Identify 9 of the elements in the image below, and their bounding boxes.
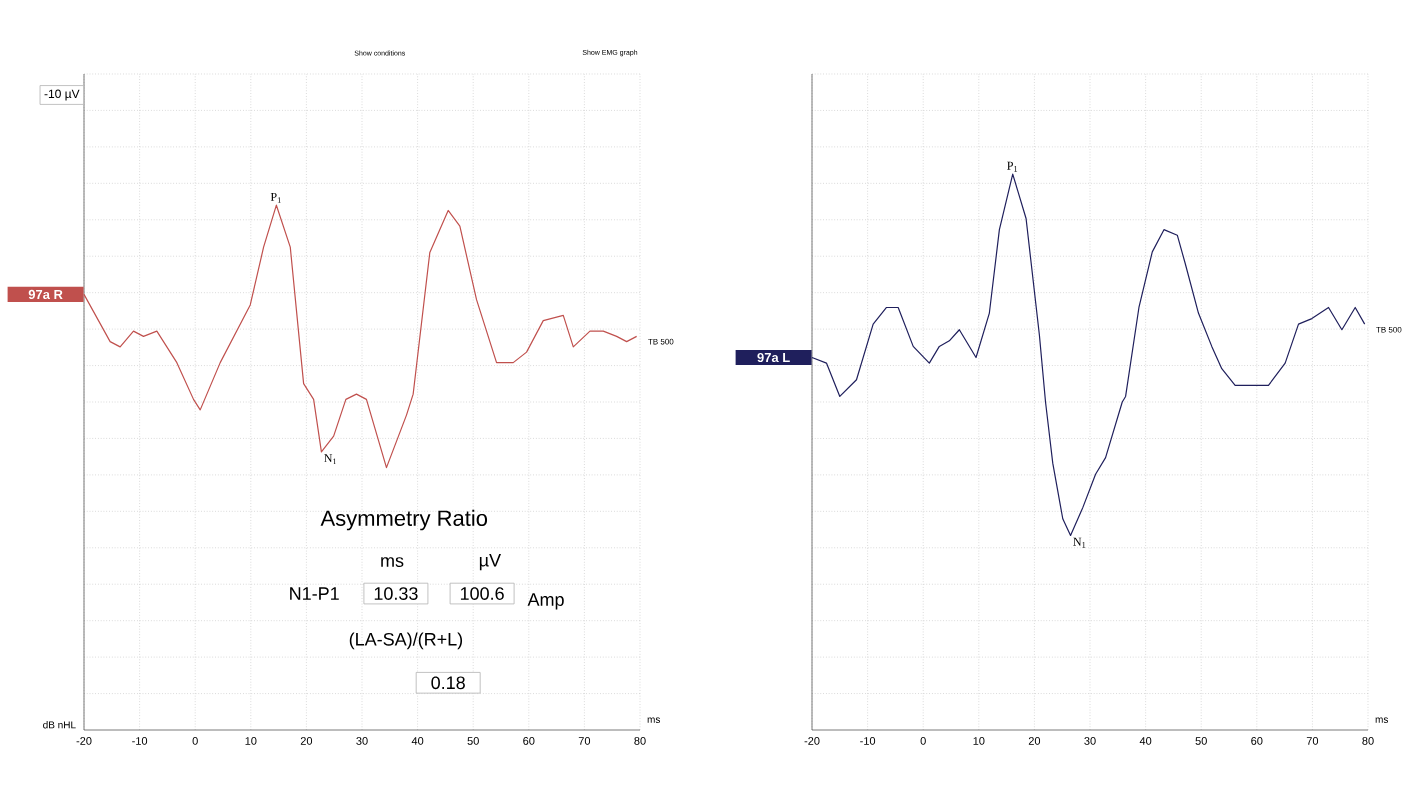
annotation: 0.18 <box>431 676 465 690</box>
annotation: N1-P1 <box>290 587 339 600</box>
annotation: Asymmetry Ratio <box>320 509 488 531</box>
annotation: Amp <box>527 593 564 610</box>
annotation: (LA-SA)/(R+L) <box>349 632 463 650</box>
annotation: 100.6 <box>460 587 504 600</box>
annotation: ms <box>381 557 404 568</box>
annotation: µV <box>479 554 501 571</box>
annotation: 10.33 <box>374 587 418 600</box>
